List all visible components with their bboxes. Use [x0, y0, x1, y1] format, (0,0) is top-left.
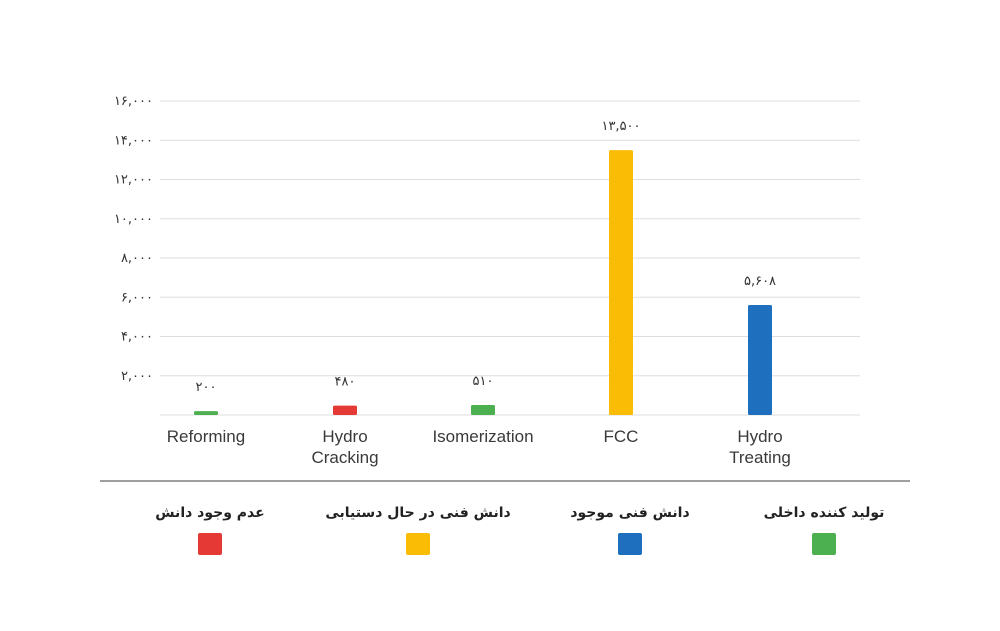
y-tick-label: ۱۲,۰۰۰ — [114, 173, 153, 188]
data-label: ۵,۶۰۸ — [744, 274, 776, 289]
legend-label: عدم وجود دانش — [155, 505, 264, 521]
data-labels: ۲۰۰ ۴۸۰ ۵۱۰ ۱۳,۵۰۰ ۵,۶۰۸ — [196, 119, 777, 395]
y-tick-label: ۴,۰۰۰ — [121, 330, 153, 345]
bar — [194, 411, 218, 415]
legend-swatch — [406, 533, 430, 555]
bars — [194, 150, 772, 415]
gridlines — [160, 100, 860, 416]
y-tick-label: ۲,۰۰۰ — [121, 369, 153, 384]
bar — [471, 404, 495, 415]
data-label: ۴۸۰ — [335, 375, 356, 390]
y-tick-label: ۶,۰۰۰ — [121, 290, 153, 305]
bar — [333, 405, 357, 415]
legend-label: دانش فنی در حال دستیابی — [325, 505, 510, 521]
legend-label: تولید کننده داخلی — [764, 505, 885, 521]
category-label: Hydro Cracking — [311, 427, 378, 467]
category-label: Reforming — [167, 427, 245, 446]
data-label: ۱۳,۵۰۰ — [601, 119, 640, 134]
legend: عدم وجود دانش دانش فنی در حال دستیابی دانش… — [155, 505, 884, 555]
x-axis-categories: Reforming Hydro Cracking Isomerization FCC Hy… — [167, 427, 791, 467]
y-tick-label: ۱۰,۰۰۰ — [114, 212, 153, 227]
y-tick-label: ۱۴,۰۰۰ — [114, 133, 153, 148]
bar — [748, 304, 772, 415]
legend-swatch — [812, 533, 836, 555]
category-label: Isomerization — [432, 427, 533, 446]
data-label: ۵۱۰ — [473, 374, 494, 389]
bar — [609, 150, 633, 415]
y-tick-label: ۸,۰۰۰ — [121, 251, 153, 266]
y-tick-label: ۱۶,۰۰۰ — [114, 94, 153, 109]
y-axis-ticks: ۲,۰۰۰ ۴,۰۰۰ ۶,۰۰۰ ۸,۰۰۰ ۱۰,۰۰۰ ۱۲,۰۰۰ ۱۴,۰۰۰ ۱۶… — [114, 94, 153, 384]
legend-swatch — [618, 533, 642, 555]
legend-label: دانش فنی موجود — [570, 505, 689, 521]
legend-swatch — [198, 533, 222, 555]
category-label: Hydro Treating — [729, 427, 791, 467]
data-label: ۲۰۰ — [196, 380, 217, 395]
category-label: FCC — [604, 427, 639, 446]
